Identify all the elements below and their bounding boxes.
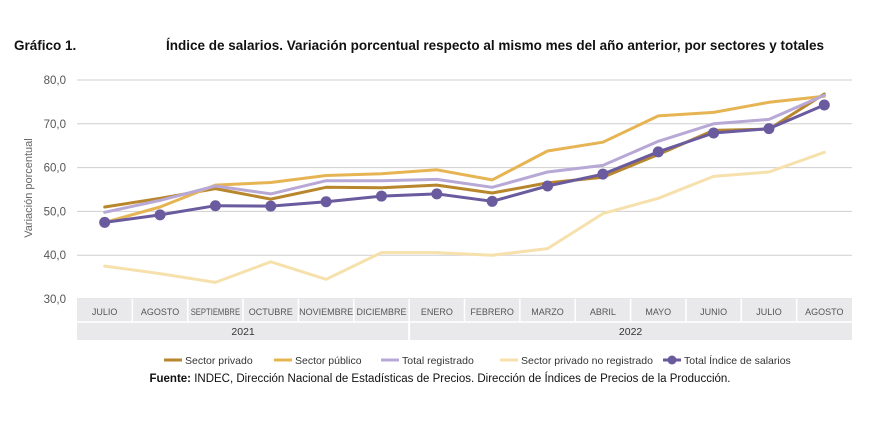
data-point (486, 195, 498, 207)
x-tick-label: SEPTIEMBRE (191, 307, 240, 317)
data-point (763, 123, 775, 135)
year-label: 2021 (231, 326, 255, 338)
legend-label: Sector privado (185, 355, 253, 367)
y-tick-label: 80,0 (44, 75, 66, 87)
x-tick-label: MARZO (531, 307, 564, 317)
legend-label: Total registrado (402, 355, 474, 367)
data-point (209, 200, 221, 212)
y-tick-label: 60,0 (44, 163, 66, 175)
x-tick-label: NOVIEMBRE (299, 307, 353, 317)
chart-title: Índice de salarios. Variación porcentual… (166, 38, 824, 53)
x-tick-label: OCTUBRE (249, 307, 293, 317)
series-lines (99, 92, 830, 284)
legend-label: Sector privado no registrado (521, 355, 653, 367)
source-prefix: Fuente: (149, 373, 192, 385)
legend: Sector privado Sector público Total regist… (164, 354, 791, 367)
series-line (103, 93, 826, 214)
legend-label: Total Índice de salarios (684, 354, 791, 367)
x-tick-label: MAYO (645, 307, 671, 317)
data-point (818, 99, 830, 111)
x-tick-label: AGOSTO (141, 307, 179, 317)
source-text: INDEC, Dirección Nacional de Estadística… (191, 373, 731, 385)
series-line (103, 150, 826, 284)
data-point (375, 190, 387, 202)
data-point (99, 216, 111, 228)
y-axis-ticks: 30,0 40,0 50,0 60,0 70,0 80,0 (44, 75, 66, 306)
data-point (154, 209, 166, 221)
year-label: 2022 (619, 326, 643, 338)
data-point (265, 200, 277, 212)
x-tick-label: JULIO (92, 307, 118, 317)
x-tick-label: FEBRERO (470, 307, 514, 317)
x-tick-label: ENERO (421, 307, 453, 317)
x-tick-label: AGOSTO (805, 307, 843, 317)
y-tick-label: 70,0 (44, 119, 66, 131)
legend-label: Sector público (295, 355, 362, 367)
y-tick-label: 30,0 (44, 294, 66, 306)
figure-label: Gráfico 1. (14, 38, 77, 53)
legend-marker (667, 355, 677, 365)
data-point (542, 180, 554, 192)
data-point (431, 188, 443, 200)
data-point (652, 146, 664, 158)
x-tick-label: DICIEMBRE (356, 307, 406, 317)
x-tick-label: JUNIO (700, 307, 727, 317)
data-point (708, 127, 720, 139)
series-line (103, 92, 826, 209)
y-tick-label: 40,0 (44, 250, 66, 262)
data-point (320, 196, 332, 208)
series-line (103, 103, 826, 224)
y-tick-label: 50,0 (44, 206, 66, 218)
data-point (597, 168, 609, 180)
x-axis: JULIO AGOSTO SEPTIEMBRE OCTUBRE NOVIEMBRE DIC… (77, 299, 852, 340)
series-line (103, 94, 826, 224)
source-note: Fuente: INDEC, Dirección Nacional de Est… (0, 373, 880, 385)
x-tick-label: JULIO (756, 307, 782, 317)
x-tick-label: ABRIL (590, 307, 616, 317)
